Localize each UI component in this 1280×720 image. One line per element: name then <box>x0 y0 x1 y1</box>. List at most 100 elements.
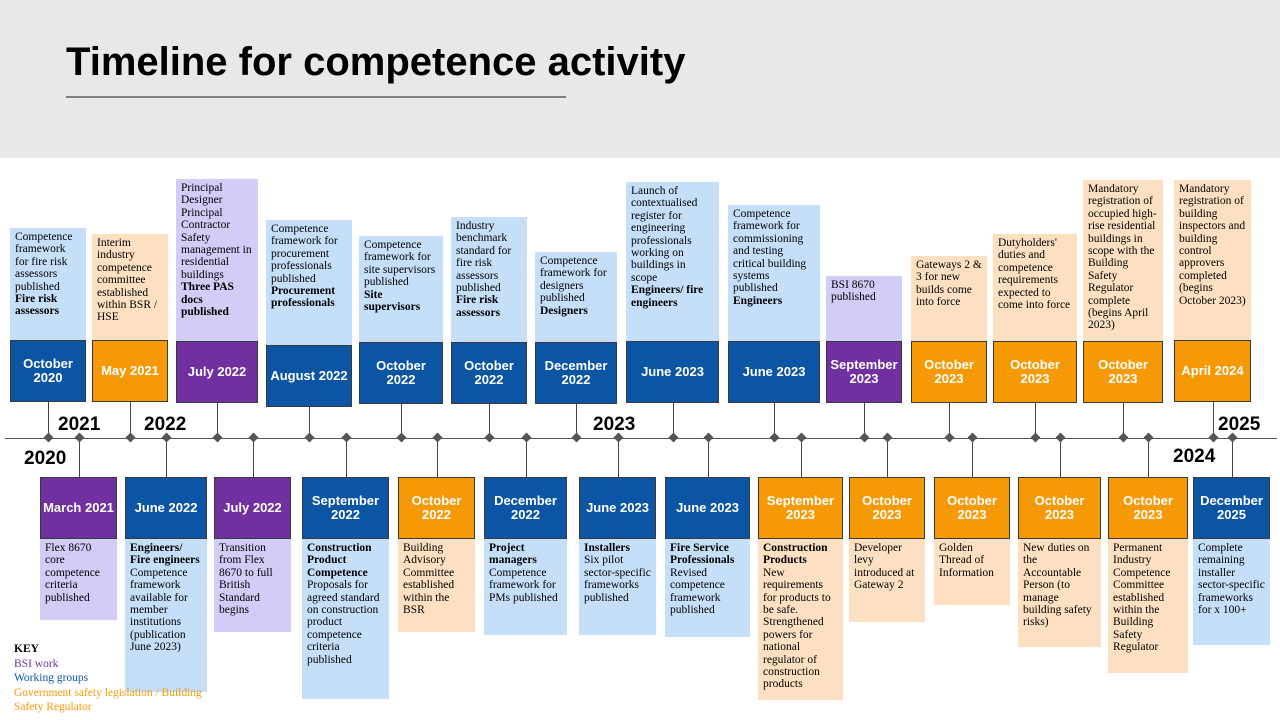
event-description: Construction Product Competence Proposals… <box>302 539 389 699</box>
legend-key: KEY BSI work Working groups Government s… <box>14 642 204 715</box>
event-text: Mandatory registration of occupied high-… <box>1088 183 1157 332</box>
event-subject: Construction Products <box>763 542 828 567</box>
date-label: September 2023 <box>758 477 843 539</box>
connector-line <box>1123 403 1124 438</box>
timeline-marker <box>703 432 714 443</box>
key-government: Government safety legislation / Building… <box>14 686 202 714</box>
date-label: October 2023 <box>1018 477 1101 539</box>
date-label: March 2021 <box>40 477 117 539</box>
event-description: Mandatory registration of building inspe… <box>1174 180 1251 340</box>
connector-line <box>708 438 709 477</box>
event-description: Engineers/ Fire engineers Competence fram… <box>125 539 207 692</box>
event-text: New duties on the Accountable Person (to… <box>1023 542 1092 629</box>
timeline-marker <box>432 432 443 443</box>
event-text: Competence framework for commissioning a… <box>733 208 807 295</box>
timeline-marker <box>571 432 582 443</box>
event-text: Industry benchmark standard for fire ris… <box>456 220 512 295</box>
timeline-marker <box>769 432 780 443</box>
event-description: Competence framework for procurement pro… <box>266 220 352 345</box>
event-subject: Fire risk assessors <box>15 293 60 318</box>
year-label-2023: 2023 <box>593 414 636 435</box>
connector-line <box>972 438 973 477</box>
event-text: Golden Thread of Information <box>939 542 994 579</box>
date-label: October 2023 <box>1108 477 1188 539</box>
connector-line <box>618 438 619 477</box>
year-label-2021: 2021 <box>58 414 101 435</box>
event-description: Flex 8670 core competence criteria publi… <box>40 539 117 620</box>
event-description: Industry benchmark standard for fire ris… <box>451 217 527 342</box>
event-text: Revised competence framework published <box>670 566 725 617</box>
date-label: December 2022 <box>535 342 617 404</box>
event-text: Competence framework for fire risk asses… <box>15 231 73 293</box>
date-label: October 2022 <box>451 342 527 404</box>
connector-line <box>864 403 865 438</box>
event-text: Transition from Flex 8670 to full Britis… <box>219 542 273 617</box>
connector-line <box>437 438 438 477</box>
connector-line <box>673 403 674 438</box>
connector-line <box>949 403 950 438</box>
date-label: September 2023 <box>826 341 902 403</box>
connector-line <box>887 438 888 477</box>
connector-line <box>48 402 49 438</box>
timeline-marker <box>212 432 223 443</box>
event-subject: Fire Service Professionals <box>670 542 735 567</box>
timeline-marker <box>1143 432 1154 443</box>
connector-line <box>217 403 218 438</box>
event-text: BSI 8670 published <box>831 279 876 304</box>
date-label: September 2022 <box>302 477 389 539</box>
event-description: Competence framework for designers publi… <box>535 252 617 342</box>
date-label: July 2022 <box>214 477 291 539</box>
connector-line <box>346 438 347 477</box>
header-band: Timeline for competence activity <box>0 0 1280 158</box>
key-working-groups: Working groups <box>14 672 89 684</box>
date-label: July 2022 <box>176 341 258 403</box>
event-description: Competence framework for commissioning a… <box>728 205 820 341</box>
event-description: Transition from Flex 8670 to full Britis… <box>214 539 291 632</box>
timeline-marker <box>967 432 978 443</box>
event-description: Fire Service Professionals Revised compet… <box>665 539 750 637</box>
timeline-marker <box>43 432 54 443</box>
event-subject: Site supervisors <box>364 288 421 314</box>
connector-line <box>1213 402 1214 438</box>
date-label: December 2025 <box>1193 477 1270 539</box>
event-text: Competence framework for designers publi… <box>540 255 607 305</box>
timeline-marker <box>796 432 807 443</box>
event-subject: Engineers/ Fire engineers <box>130 542 200 567</box>
date-label: October 2020 <box>10 340 86 402</box>
event-subject: Procurement professionals <box>271 285 336 310</box>
event-text: Complete remaining installer sector-spec… <box>1198 542 1265 617</box>
date-label: December 2022 <box>484 477 567 539</box>
event-description: Developer levy introduced at Gateway 2 <box>849 539 925 622</box>
timeline-marker <box>125 432 136 443</box>
key-heading: KEY <box>14 643 39 655</box>
event-subject: Project managers <box>489 542 537 567</box>
event-text: Dutyholders' duties and competence requi… <box>998 237 1071 312</box>
timeline-marker <box>484 432 495 443</box>
event-description: Dutyholders' duties and competence requi… <box>993 234 1077 341</box>
event-description: Installers Six pilot sector-specific fram… <box>579 539 656 635</box>
date-label: October 2023 <box>993 341 1077 403</box>
event-subject: Installers <box>584 542 630 554</box>
event-description: Construction Products New requirements fo… <box>758 539 843 700</box>
event-description: Project managers Competence framework for… <box>484 539 567 635</box>
date-label: October 2022 <box>359 342 443 404</box>
event-text: Building Advisory Committee established … <box>403 542 455 617</box>
connector-line <box>401 404 402 438</box>
event-text: Competence framework available for membe… <box>130 566 188 654</box>
year-label-2020: 2020 <box>24 448 67 469</box>
date-label: June 2023 <box>626 341 719 403</box>
event-subject: Engineers <box>733 294 783 307</box>
event-description: Golden Thread of Information <box>934 539 1010 605</box>
connector-line <box>166 438 167 477</box>
event-text: Six pilot sector-specific frameworks pub… <box>584 554 651 604</box>
event-text: Gateways 2 & 3 for new builds come into … <box>916 259 982 309</box>
event-description: Building Advisory Committee established … <box>398 539 475 632</box>
date-label: October 2023 <box>1083 341 1163 403</box>
event-description: Principal Designer Principal Contractor … <box>176 179 258 341</box>
date-label: October 2022 <box>398 477 475 539</box>
event-description: Launch of contextualised register for en… <box>626 182 719 341</box>
date-label: October 2023 <box>849 477 925 539</box>
connector-line <box>801 438 802 477</box>
date-label: June 2022 <box>125 477 207 539</box>
event-description: Complete remaining installer sector-spec… <box>1193 539 1270 645</box>
